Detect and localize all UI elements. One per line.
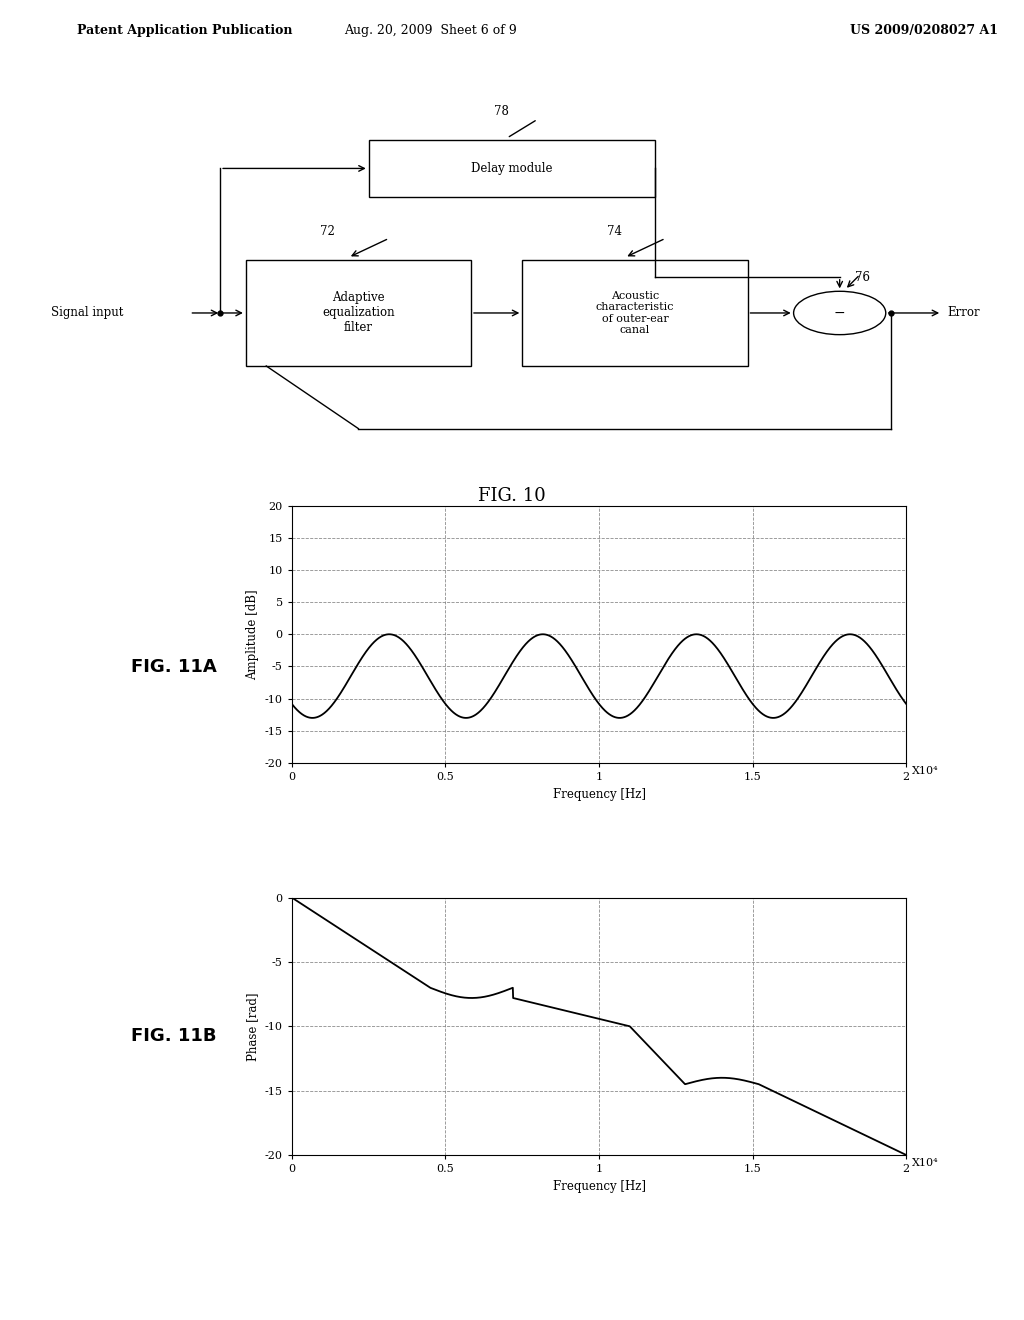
Text: Aug. 20, 2009  Sheet 6 of 9: Aug. 20, 2009 Sheet 6 of 9 [344,24,516,37]
Text: FIG. 10: FIG. 10 [478,487,546,506]
Text: FIG. 11A: FIG. 11A [131,657,217,676]
Y-axis label: Amplitude [dB]: Amplitude [dB] [246,589,259,680]
X-axis label: Frequency [Hz]: Frequency [Hz] [553,1180,645,1192]
Circle shape [794,292,886,335]
Text: 76: 76 [855,271,870,284]
Text: −: − [834,306,846,319]
Y-axis label: Phase [rad]: Phase [rad] [246,993,259,1060]
Text: Delay module: Delay module [471,162,553,176]
Text: X10⁴: X10⁴ [912,1158,939,1168]
Text: X10⁴: X10⁴ [912,766,939,776]
Bar [246,260,471,366]
Text: Acoustic
characteristic
of outer-ear
canal: Acoustic characteristic of outer-ear can… [596,290,674,335]
Text: Signal input: Signal input [51,306,124,319]
Text: Patent Application Publication: Patent Application Publication [77,24,292,37]
Text: Error: Error [947,306,980,319]
Text: FIG. 11B: FIG. 11B [131,1027,217,1045]
Text: 72: 72 [321,226,335,239]
Text: 74: 74 [607,226,622,239]
Text: US 2009/0208027 A1: US 2009/0208027 A1 [850,24,998,37]
X-axis label: Frequency [Hz]: Frequency [Hz] [553,788,645,800]
Bar [522,260,748,366]
Text: Adaptive
equalization
filter: Adaptive equalization filter [323,292,394,334]
Bar [369,140,655,197]
Text: 78: 78 [495,104,509,117]
